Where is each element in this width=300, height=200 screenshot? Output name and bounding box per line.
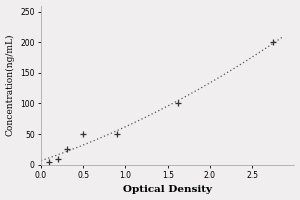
Y-axis label: Concentration(ng/mL): Concentration(ng/mL)	[6, 34, 15, 136]
X-axis label: Optical Density: Optical Density	[123, 185, 212, 194]
